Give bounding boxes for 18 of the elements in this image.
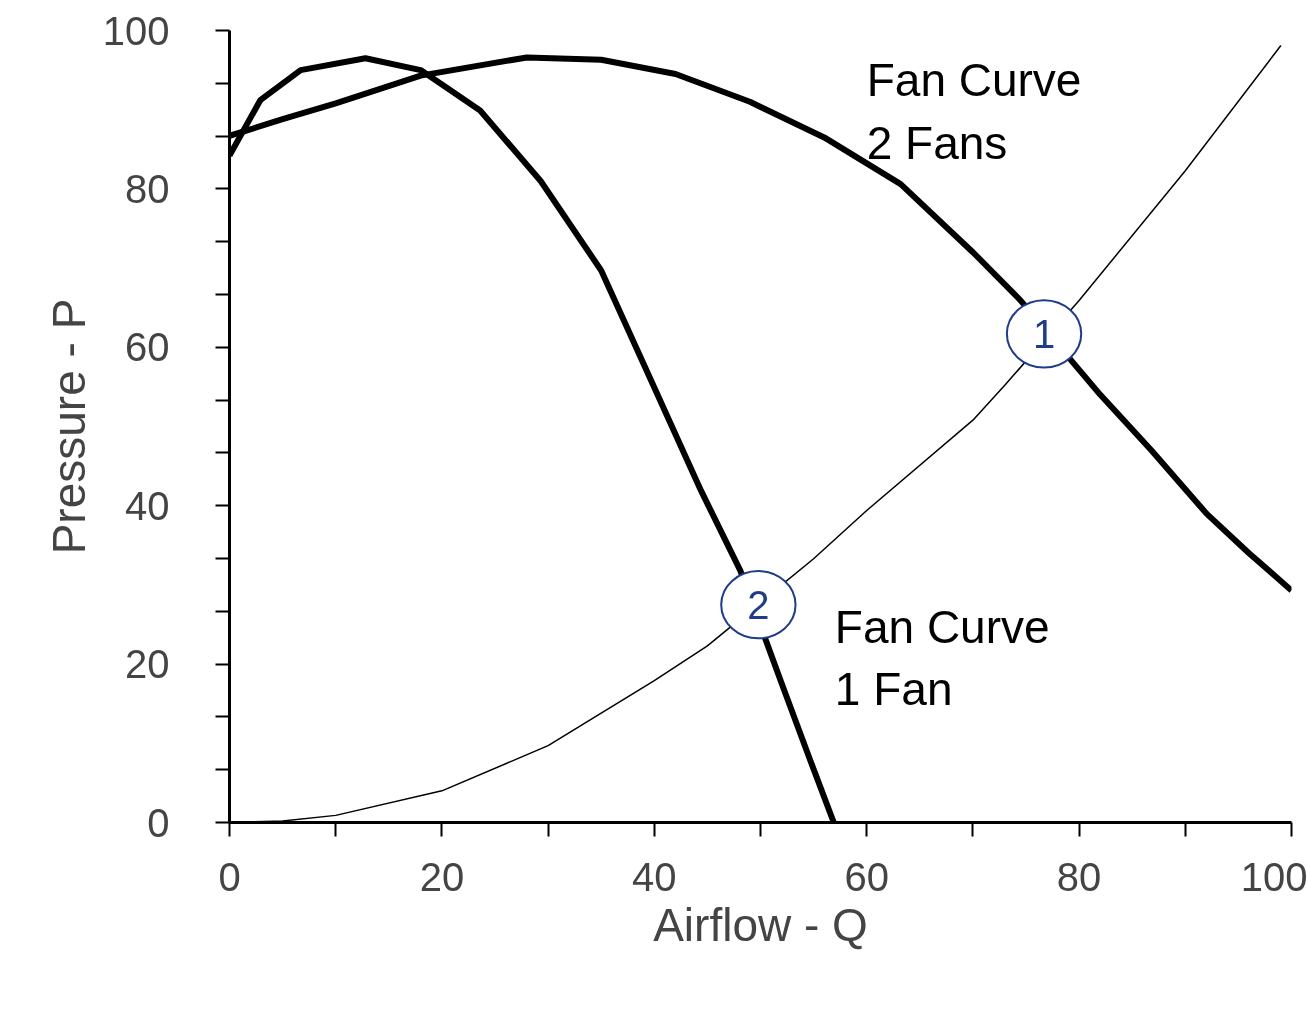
x-tick-label: 80 — [1056, 854, 1102, 899]
y-tick-label: 40 — [125, 483, 170, 528]
series-label: Fan Curve 2 Fans — [866, 54, 1082, 169]
x-tick-label: 20 — [419, 854, 465, 899]
y-tick-label: 100 — [102, 8, 170, 53]
annotation: 2 — [747, 582, 770, 627]
x-axis-title: Airflow - Q — [653, 898, 868, 951]
x-tick-label: 60 — [844, 854, 889, 899]
x-tick-label: 0 — [218, 854, 241, 899]
y-axis-title: Pressure - P — [42, 298, 95, 555]
y-tick-label: 20 — [125, 642, 170, 687]
y-tick-label: 60 — [125, 325, 170, 370]
x-tick-label: 100 — [1240, 854, 1307, 899]
y-tick-label: 80 — [125, 166, 170, 211]
series-label: Fan Curve 1 Fan — [834, 600, 1050, 716]
x-tick-label: 40 — [632, 854, 677, 899]
annotation: 1 — [1032, 311, 1056, 356]
y-tick-label: 0 — [147, 800, 170, 845]
